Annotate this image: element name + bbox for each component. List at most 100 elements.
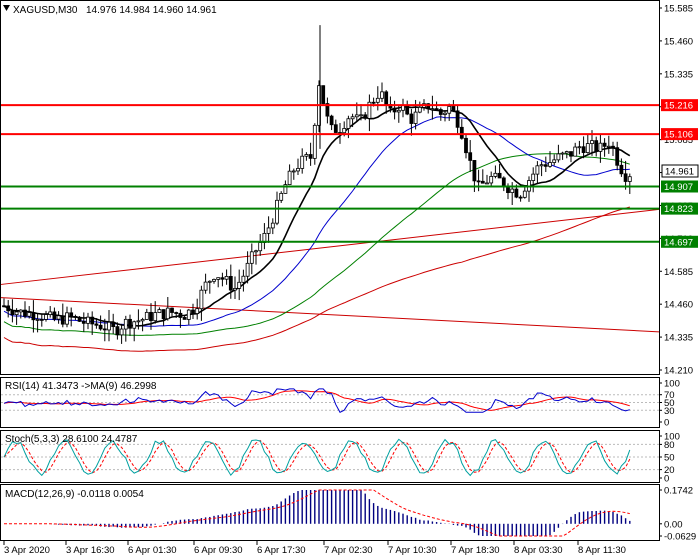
candle-body [375, 97, 380, 103]
candle-body [363, 114, 368, 119]
candle-body [44, 314, 48, 320]
candle-body [430, 108, 435, 111]
stoch-label: Stoch(5,3,3) 28.6100 24.4787 [5, 434, 138, 445]
candle-body [279, 192, 284, 201]
candle-body [107, 321, 111, 331]
candle-body [577, 146, 582, 149]
candle-body [241, 275, 246, 283]
candle-body [165, 307, 170, 320]
candle-body [102, 328, 107, 331]
candle-body [573, 146, 578, 157]
candle-body [136, 320, 141, 323]
level-badge [661, 128, 698, 141]
price-tick-label: 14.210 [664, 366, 693, 377]
price-tick-label: 15.460 [664, 36, 693, 47]
candle-body [6, 305, 11, 312]
candle-body [207, 280, 212, 283]
candle-body [86, 316, 90, 324]
time-tick-label: 6 Apr 09:30 [194, 545, 243, 556]
candle-body [111, 321, 116, 328]
candle-body [212, 278, 216, 282]
candle-body [329, 115, 334, 126]
candle-body [199, 289, 204, 310]
price-tick-label: 14.335 [664, 333, 693, 344]
candle-body [627, 176, 632, 182]
candle-body [73, 316, 78, 318]
candle-body [590, 140, 594, 144]
candle-body [304, 154, 309, 157]
time-tick-label: 7 Apr 02:30 [324, 545, 373, 556]
price-tick-label: 14.460 [664, 300, 693, 311]
stoch-main-line [3, 438, 631, 477]
trendline-falling[interactable] [0, 297, 660, 333]
candle-body [98, 324, 103, 330]
rsi-line [3, 388, 630, 413]
candle-body [119, 328, 124, 336]
candle-body [77, 316, 82, 322]
candle-body [443, 112, 447, 115]
candle-body [254, 250, 258, 253]
candle-body [506, 186, 510, 193]
candle-body [384, 91, 389, 105]
candle-body [472, 160, 477, 182]
candle-body [569, 151, 573, 157]
indicator-tick-label: 50 [664, 398, 675, 409]
macd-signal-line [4, 489, 630, 537]
candle-body [312, 124, 317, 159]
candle-body [266, 227, 271, 234]
candle-body [380, 91, 384, 99]
candle-body [39, 318, 44, 321]
moving-average-green[interactable] [3, 153, 630, 336]
candle-body [287, 170, 292, 186]
candlestick-series [2, 25, 632, 344]
candle-body [48, 311, 53, 315]
candle-body [18, 309, 23, 313]
candle-body [615, 147, 620, 166]
trendline-rising[interactable] [0, 208, 660, 285]
time-axis: 3 Apr 2020 3 Apr 16:30 6 Apr 01:30 6 Apr 09… [3, 541, 626, 556]
collapse-arrow-icon[interactable] [3, 5, 10, 11]
time-tick-label: 8 Apr 03:30 [514, 545, 563, 556]
candle-body [94, 323, 99, 326]
macd-axis: 0.1742 0.00 -0.0629 [659, 486, 696, 543]
candle-body [27, 312, 32, 317]
candle-body [258, 242, 263, 252]
time-tick-label: 6 Apr 17:30 [257, 545, 306, 556]
candle-body [485, 182, 489, 185]
candle-body [321, 85, 326, 104]
candle-body [224, 276, 229, 280]
candle-body [489, 176, 494, 184]
candle-body [333, 124, 338, 133]
candle-body [69, 312, 74, 317]
level-badge [661, 235, 698, 248]
rsi-panel[interactable]: RSI(14) 41.3473 ->MA(9) 46.2998 10070503… [0, 377, 680, 429]
current-price: 14.961 [665, 167, 694, 178]
candle-body [191, 309, 195, 314]
current-price-badge: 14.961 [661, 164, 699, 178]
candle-body [392, 107, 397, 113]
candle-body [195, 308, 200, 314]
candle-body [451, 106, 456, 112]
candle-body [468, 152, 473, 161]
price-panel[interactable]: XAGUSD,M30 14.976 14.984 14.960 14.961 [0, 0, 660, 375]
level-badge-label: 15.216 [664, 101, 693, 112]
indicator-tick-label: 30 [664, 406, 675, 417]
candle-body [14, 311, 19, 316]
candle-body [325, 103, 330, 117]
candle-body [611, 145, 615, 149]
macd-panel[interactable]: MACD(12,26,9) -0.0118 0.0054 0.1742 0.00 -… [0, 484, 697, 543]
candle-body [602, 142, 607, 147]
candle-body [371, 101, 376, 104]
candle-body [510, 188, 515, 193]
candle-body [539, 164, 544, 167]
macd-tick-label: 0.1742 [664, 486, 693, 497]
level-badge [661, 202, 698, 215]
moving-average-red[interactable] [3, 206, 630, 352]
candle-body [594, 140, 599, 152]
candle-body [409, 113, 414, 124]
candle-body [144, 311, 149, 320]
candle-body [90, 316, 95, 325]
candle-body [81, 320, 86, 324]
